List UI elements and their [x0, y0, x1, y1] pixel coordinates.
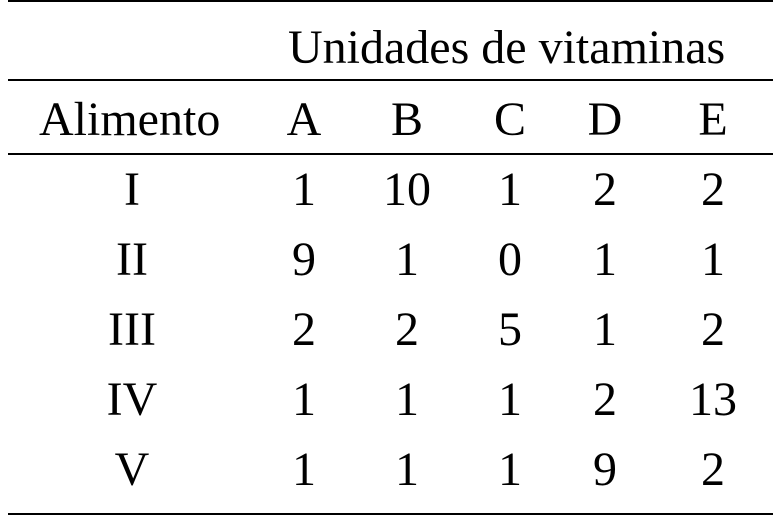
row-header: Alimento — [39, 93, 221, 146]
group-header-rule — [8, 79, 773, 81]
column-header: B — [390, 93, 424, 146]
table-cell: 1 — [292, 373, 316, 426]
table-cell: 1 — [292, 163, 316, 216]
column-header: D — [587, 93, 623, 146]
table-cell: 1 — [701, 233, 725, 286]
table-cell: 1 — [395, 373, 419, 426]
table-cell: 1 — [292, 443, 316, 496]
row-label: IV — [106, 373, 158, 426]
column-header: C — [493, 93, 527, 146]
table-cell: 1 — [395, 443, 419, 496]
table-cell: 2 — [593, 163, 617, 216]
row-label: V — [114, 443, 150, 496]
table-cell: 2 — [292, 303, 316, 356]
table-cell: 2 — [701, 443, 725, 496]
table-cell: 5 — [498, 303, 522, 356]
table-cell: 1 — [395, 233, 419, 286]
table-cell: 2 — [701, 163, 725, 216]
row-label: I — [124, 163, 140, 216]
table-cell: 1 — [498, 443, 522, 496]
table-cell: 1 — [593, 303, 617, 356]
table-cell: 2 — [395, 303, 419, 356]
column-header: A — [286, 93, 322, 146]
table-cell: 10 — [383, 163, 431, 216]
table-cell: 13 — [689, 373, 737, 426]
table-cell: 9 — [593, 443, 617, 496]
table-cell: 0 — [498, 233, 522, 286]
bottom-rule — [8, 513, 773, 515]
table-cell: 2 — [701, 303, 725, 356]
row-label: II — [116, 233, 148, 286]
table-cell: 9 — [292, 233, 316, 286]
table-cell: 1 — [593, 233, 617, 286]
table-cell: 1 — [498, 373, 522, 426]
row-label: III — [108, 303, 156, 356]
vitamin-units-table: Unidades de vitaminas Alimento A B C D E… — [8, 0, 773, 524]
top-rule — [8, 0, 773, 2]
header-rule — [8, 153, 773, 155]
group-header: Unidades de vitaminas — [288, 21, 726, 74]
table-cell: 1 — [498, 163, 522, 216]
table-cell: 2 — [593, 373, 617, 426]
column-header: E — [698, 93, 728, 146]
